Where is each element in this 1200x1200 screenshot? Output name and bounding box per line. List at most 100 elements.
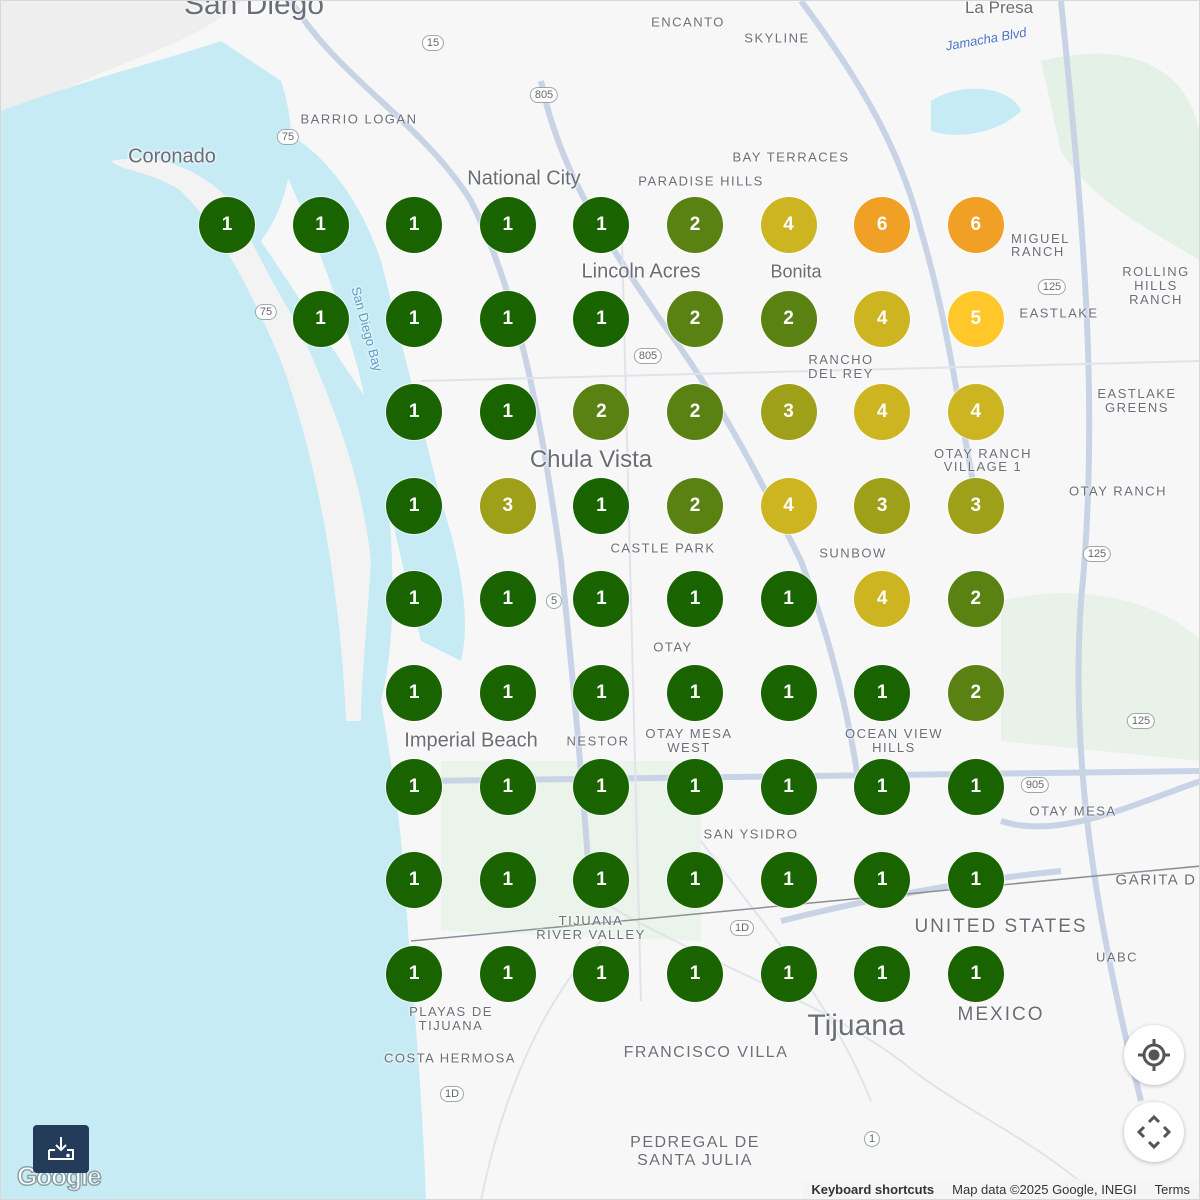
cluster-marker[interactable]: 1 <box>573 571 630 628</box>
cluster-marker[interactable]: 1 <box>292 290 349 347</box>
highway-shield: 125 <box>1126 713 1156 729</box>
label-sunbow: SUNBOW <box>819 545 887 561</box>
cluster-marker[interactable]: 1 <box>947 852 1004 909</box>
cluster-marker[interactable]: 1 <box>573 665 630 721</box>
cluster-marker[interactable]: 1 <box>386 571 443 628</box>
cluster-marker[interactable]: 1 <box>386 852 443 909</box>
crosshair-icon <box>1138 1039 1170 1071</box>
cluster-marker[interactable]: 1 <box>386 290 443 347</box>
map-data-attribution: Map data ©2025 Google, INEGI <box>952 1181 1137 1197</box>
label-otay-mesa: OTAY MESA <box>1029 803 1117 819</box>
cluster-marker[interactable]: 1 <box>479 384 536 441</box>
label-pedregal: PEDREGAL DE SANTA JULIA <box>630 1134 760 1169</box>
cluster-marker[interactable]: 1 <box>667 665 723 721</box>
pan-control-button[interactable] <box>1124 1102 1184 1162</box>
cluster-marker[interactable]: 2 <box>760 290 817 347</box>
cluster-marker[interactable]: 1 <box>479 665 536 721</box>
cluster-marker[interactable]: 1 <box>479 197 536 253</box>
cluster-marker[interactable]: 1 <box>292 197 349 253</box>
cluster-marker[interactable]: 4 <box>854 571 911 628</box>
keyboard-shortcuts-link[interactable]: Keyboard shortcuts <box>811 1181 935 1197</box>
cluster-marker[interactable]: 1 <box>479 290 536 347</box>
cluster-marker[interactable]: 5 <box>947 290 1004 347</box>
cluster-marker[interactable]: 2 <box>667 384 723 441</box>
terms-link[interactable]: Terms <box>1154 1181 1190 1197</box>
label-otay: OTAY <box>653 639 693 655</box>
cluster-marker[interactable]: 2 <box>947 665 1004 721</box>
cluster-marker[interactable]: 1 <box>386 665 443 721</box>
cluster-marker[interactable]: 1 <box>760 571 817 628</box>
label-san-diego: San Diego <box>183 0 325 21</box>
cluster-marker[interactable]: 1 <box>573 758 630 815</box>
cluster-marker[interactable]: 1 <box>667 758 723 815</box>
cluster-marker[interactable]: 1 <box>667 852 723 909</box>
cluster-marker[interactable]: 1 <box>947 758 1004 815</box>
cluster-marker[interactable]: 1 <box>854 852 911 909</box>
highway-shield: 805 <box>529 87 559 103</box>
cluster-marker[interactable]: 1 <box>573 290 630 347</box>
label-tijuana-river-valley: TIJUANA RIVER VALLEY <box>536 913 646 942</box>
cluster-marker[interactable]: 1 <box>573 945 630 1002</box>
pan-arrows-icon <box>1136 1114 1172 1150</box>
label-ocean-view-hills: OCEAN VIEW HILLS <box>844 726 944 755</box>
cluster-marker[interactable]: 1 <box>760 852 817 909</box>
label-garita: GARITA D <box>1115 871 1197 889</box>
cluster-marker[interactable]: 4 <box>760 197 817 253</box>
cluster-marker[interactable]: 1 <box>386 197 443 253</box>
cluster-marker[interactable]: 6 <box>854 197 911 253</box>
label-encanto: ENCANTO <box>651 14 725 30</box>
cluster-marker[interactable]: 1 <box>479 571 536 628</box>
cluster-marker[interactable]: 2 <box>947 571 1004 628</box>
label-uabc: UABC <box>1095 949 1139 965</box>
cluster-marker[interactable]: 1 <box>386 384 443 441</box>
label-costa-hermosa: COSTA HERMOSA <box>384 1050 516 1066</box>
cluster-marker[interactable]: 1 <box>854 758 911 815</box>
cluster-marker[interactable]: 1 <box>760 758 817 815</box>
label-miguel-ranch: MIGUEL RANCH <box>1011 231 1070 259</box>
cluster-marker[interactable]: 1 <box>667 571 723 628</box>
label-otay-ranch: OTAY RANCH <box>1068 483 1168 499</box>
cluster-marker[interactable]: 1 <box>573 197 630 253</box>
cluster-marker[interactable]: 1 <box>760 665 817 721</box>
label-paradise-hills: PARADISE HILLS <box>638 173 764 189</box>
cluster-marker[interactable]: 1 <box>479 758 536 815</box>
cluster-marker[interactable]: 6 <box>947 197 1004 253</box>
my-location-button[interactable] <box>1124 1025 1184 1085</box>
cluster-marker[interactable]: 4 <box>760 477 817 534</box>
highway-shield: 1 <box>863 1131 881 1147</box>
cluster-marker[interactable]: 4 <box>947 384 1004 441</box>
label-la-presa: La Presa <box>964 0 1034 17</box>
cluster-marker[interactable]: 1 <box>947 945 1004 1002</box>
cluster-marker[interactable]: 1 <box>573 852 630 909</box>
cluster-marker[interactable]: 3 <box>947 477 1004 534</box>
cluster-marker[interactable]: 1 <box>386 477 443 534</box>
cluster-marker[interactable]: 4 <box>854 384 911 441</box>
label-mexico: MEXICO <box>957 1004 1045 1025</box>
label-national-city: National City <box>467 167 581 190</box>
cluster-marker[interactable]: 2 <box>667 477 723 534</box>
cluster-marker[interactable]: 1 <box>573 477 630 534</box>
cluster-marker[interactable]: 1 <box>199 197 255 253</box>
cluster-marker[interactable]: 1 <box>760 945 817 1002</box>
cluster-marker[interactable]: 2 <box>667 290 723 347</box>
cluster-marker[interactable]: 1 <box>386 945 443 1002</box>
cluster-marker[interactable]: 4 <box>854 290 911 347</box>
cluster-marker[interactable]: 3 <box>479 477 536 534</box>
cluster-marker[interactable]: 1 <box>386 758 443 815</box>
cluster-marker[interactable]: 1 <box>479 945 536 1002</box>
cluster-marker[interactable]: 1 <box>854 945 911 1002</box>
label-otay-ranch-village: OTAY RANCH VILLAGE 1 <box>933 446 1033 474</box>
cluster-marker[interactable]: 3 <box>854 477 911 534</box>
cluster-marker[interactable]: 1 <box>854 665 911 721</box>
cluster-marker[interactable]: 2 <box>573 384 630 441</box>
download-button[interactable] <box>33 1125 89 1173</box>
highway-shield: 1D <box>729 920 755 936</box>
cluster-marker[interactable]: 1 <box>479 852 536 909</box>
label-eastlake: EASTLAKE <box>1019 305 1099 321</box>
cluster-marker[interactable]: 3 <box>760 384 817 441</box>
cluster-marker[interactable]: 1 <box>667 945 723 1002</box>
highway-shield: 805 <box>633 348 663 364</box>
cluster-marker[interactable]: 2 <box>667 197 723 253</box>
label-eastlake-greens: EASTLAKE GREENS <box>1097 386 1177 415</box>
